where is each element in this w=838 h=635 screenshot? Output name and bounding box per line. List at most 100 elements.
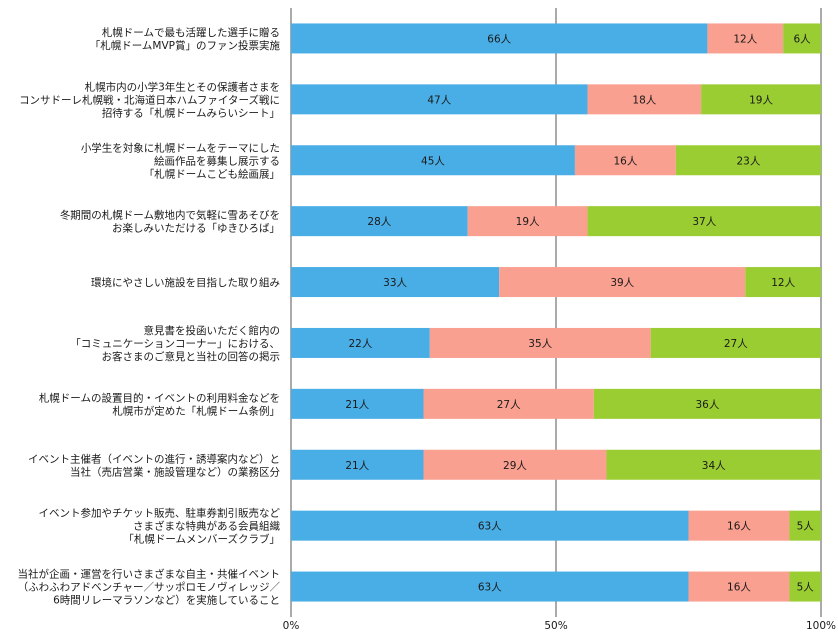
data-label: 63人 [478, 521, 502, 533]
data-label: 39人 [610, 277, 634, 289]
category-label-line: 当社（売店営業・施設管理など）の業務区分 [70, 465, 280, 478]
x-tick-label: 50% [544, 620, 567, 632]
category-label-line: 「コミュニケーションコーナー」における、 [70, 338, 280, 350]
data-label: 36人 [695, 399, 719, 411]
category-label-line: 札幌ドームで最も活躍した選手に贈る [102, 26, 280, 39]
bar-segment [467, 206, 588, 237]
category-label: イベント参加やチケット販売、駐車券割引販売などさまざまな特典がある会員組織「札幌… [39, 507, 281, 546]
data-label: 16人 [613, 155, 637, 167]
category-label-line: 招待する「札幌ドームみらいシート」 [102, 106, 280, 119]
bar-segment [745, 267, 821, 298]
labels-layer: 66人 12人 6人 札幌ドームで最も活躍した選手に贈る「札幌ドームMVP賞」のファン… [18, 26, 815, 607]
bar-segment [688, 510, 790, 541]
bars-layer [291, 23, 821, 602]
bar-segment [291, 23, 708, 54]
category-label-line: 「札幌ドームメンバーズクラブ」 [123, 533, 280, 546]
data-label: 21人 [345, 399, 369, 411]
category-label-line: イベント参加やチケット販売、駐車券割引販売など [39, 507, 281, 520]
category-label-line: コンサドーレ札幌戦・北海道日本ハムファイターズ戦に [19, 93, 280, 106]
bar-segment [650, 327, 821, 358]
data-label: 27人 [724, 338, 748, 350]
bar-segment [606, 449, 821, 480]
data-label: 45人 [421, 155, 445, 167]
data-label: 29人 [503, 460, 527, 472]
bar-segment [701, 84, 821, 115]
bar-segment [675, 145, 821, 176]
x-tick-label: 0% [283, 620, 300, 632]
category-label-line: （ふわふわアドベンチャー／サッポロモノヴィレッジ／ [18, 581, 281, 594]
bar-segment [291, 388, 424, 419]
data-label: 21人 [345, 460, 369, 472]
bar-segment [587, 206, 821, 237]
data-label: 19人 [516, 216, 540, 228]
category-label: 札幌ドームの設置目的・イベントの利用料金などを札幌市が定めた「札幌ドーム条例」 [39, 391, 280, 417]
data-label: 16人 [727, 521, 751, 533]
data-label: 66人 [487, 33, 511, 45]
data-label: 19人 [749, 94, 773, 106]
category-label-line: お楽しみいただける「ゆきひろば」 [112, 222, 280, 235]
x-axis: 0% 50% 100% [283, 620, 836, 632]
data-label: 5人 [797, 521, 815, 533]
category-label-line: さまざまな特典がある会員組織 [133, 520, 280, 533]
data-label: 16人 [727, 582, 751, 594]
category-label-line: 「札幌ドームこども絵画展」 [144, 167, 280, 180]
data-label: 35人 [528, 338, 552, 350]
bar-segment [499, 267, 746, 298]
bar-segment [688, 571, 790, 602]
bar-segment [593, 388, 821, 419]
category-label: 札幌市内の小学3年生とその保護者さまをコンサドーレ札幌戦・北海道日本ハムファイタ… [19, 80, 280, 119]
data-label: 23人 [737, 155, 761, 167]
category-label-line: 当社が企画・運営を行いさまざまな自主・共催イベント [18, 568, 281, 581]
category-label-line: 意見書を投函いただく館内の [144, 324, 281, 337]
bar-segment [291, 267, 500, 298]
category-label-line: 6時間リレーマラソンなど）を実施していること [53, 594, 280, 607]
data-label: 37人 [692, 216, 716, 228]
bar-segment [429, 327, 651, 358]
category-label-line: 環境にやさしい施設を目指した取り組み [91, 276, 280, 289]
bar-segment [423, 388, 594, 419]
data-label: 63人 [478, 582, 502, 594]
bar-segment [291, 449, 424, 480]
bar-segment [291, 145, 575, 176]
category-label-line: 冬期間の札幌ドーム敷地内で気軽に雪あそびを [60, 209, 280, 222]
data-label: 28人 [367, 216, 391, 228]
data-label: 22人 [348, 338, 372, 350]
bar-segment [587, 84, 702, 115]
category-label-line: 小学生を対象に札幌ドームをテーマにした [81, 141, 280, 154]
bar-segment [789, 571, 821, 602]
bar-segment [707, 23, 784, 54]
category-label: 札幌ドームで最も活躍した選手に贈る「札幌ドームMVP賞」のファン投票実施 [90, 26, 281, 52]
bar-segment [291, 327, 430, 358]
category-label: 意見書を投函いただく館内の「コミュニケーションコーナー」における、お客さまのご意… [70, 324, 280, 363]
category-label: 当社が企画・運営を行いさまざまな自主・共催イベント（ふわふわアドベンチャー／サッ… [18, 568, 281, 607]
category-label-line: お客さまのご意見と当社の回答の掲示 [102, 350, 281, 363]
x-tick-label: 100% [806, 620, 836, 632]
data-label: 6人 [793, 33, 811, 45]
data-label: 34人 [702, 460, 726, 472]
category-label-line: 絵画作品を募集し展示する [154, 154, 280, 167]
bar-segment [291, 510, 689, 541]
data-label: 33人 [383, 277, 407, 289]
data-label: 12人 [733, 33, 757, 45]
bar-segment [423, 449, 607, 480]
category-label: 小学生を対象に札幌ドームをテーマにした絵画作品を募集し展示する「札幌ドームこども… [81, 141, 280, 180]
bar-segment [291, 84, 588, 115]
category-label-line: イベント主催者（イベントの進行・誘導案内など）と [28, 452, 280, 465]
bar-segment [291, 206, 468, 237]
bar-segment [291, 571, 689, 602]
bar-segment [574, 145, 676, 176]
bar-segment [783, 23, 821, 54]
category-label: イベント主催者（イベントの進行・誘導案内など）と当社（売店営業・施設管理など）の… [28, 452, 280, 478]
data-label: 47人 [427, 94, 451, 106]
data-label: 12人 [771, 277, 795, 289]
category-label: 冬期間の札幌ドーム敷地内で気軽に雪あそびをお楽しみいただける「ゆきひろば」 [60, 209, 280, 235]
bar-segment [789, 510, 821, 541]
category-label-line: 札幌市が定めた「札幌ドーム条例」 [112, 404, 280, 417]
data-label: 18人 [632, 94, 656, 106]
category-label-line: 「札幌ドームMVP賞」のファン投票実施 [90, 39, 281, 52]
data-label: 5人 [797, 582, 815, 594]
category-label: 環境にやさしい施設を目指した取り組み [91, 276, 280, 289]
data-label: 27人 [497, 399, 521, 411]
category-label-line: 札幌ドームの設置目的・イベントの利用料金などを [39, 391, 280, 404]
